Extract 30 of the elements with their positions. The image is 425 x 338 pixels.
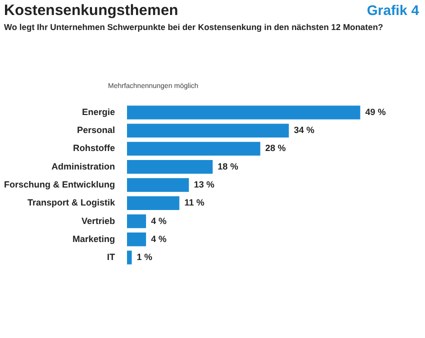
data-label: 4 % — [151, 216, 167, 226]
data-label: 49 % — [365, 106, 386, 117]
y-tick-label: Administration — [51, 161, 115, 172]
y-tick-label: Personal — [76, 125, 115, 136]
y-tick-label: IT — [107, 252, 116, 262]
text: Grafik 4 — [366, 2, 419, 18]
y-tick-label: Rohstoffe — [73, 143, 115, 154]
bar — [127, 250, 132, 264]
data-label: 13 % — [194, 179, 214, 190]
bar — [127, 232, 146, 246]
bar — [127, 214, 146, 228]
y-tick-label: Vertrieb — [81, 216, 116, 226]
bar — [127, 196, 180, 210]
data-label: 1 % — [136, 252, 152, 262]
bar — [127, 178, 189, 192]
y-tick-label: Marketing — [72, 234, 115, 244]
data-label: 18 % — [218, 161, 238, 172]
data-label: 11 % — [184, 198, 204, 208]
data-label: 4 % — [151, 234, 167, 244]
bar — [127, 142, 260, 156]
chart-title: Kostensenkungsthemen — [4, 2, 178, 19]
chart-subtitle: Wo legt Ihr Unternehmen Schwerpunkte bei der Kostensenkung in den nächsten 12 Monaten? — [4, 22, 384, 32]
bar — [127, 160, 213, 174]
data-label: 28 % — [265, 143, 286, 154]
data-label: 34 % — [294, 125, 314, 136]
y-tick-label: Energie — [82, 106, 115, 117]
y-tick-label: Forschung & Entwicklung — [4, 179, 115, 190]
bar — [127, 106, 360, 120]
bar — [127, 124, 289, 138]
y-tick-label: Transport & Logistik — [27, 198, 116, 208]
